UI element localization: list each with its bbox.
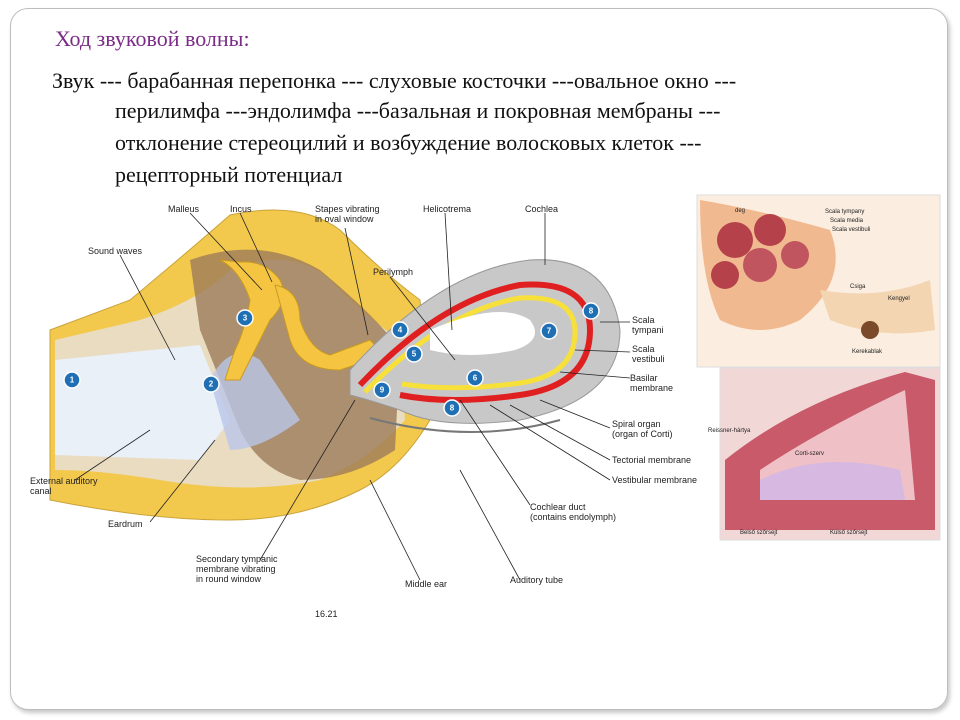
inset-label: Belső szőrsejt xyxy=(740,530,778,536)
inset-label: Külső szőrsejt xyxy=(830,530,868,536)
step-number: 9 xyxy=(380,386,385,395)
inset-label: Scala vestibuli xyxy=(832,227,870,233)
step-marker: 9 xyxy=(373,381,391,399)
step-number: 2 xyxy=(209,380,214,389)
inset-bottom: Reissner-hártya Corti-szerv Belső szőrse… xyxy=(708,367,941,541)
step-number: 8 xyxy=(589,307,594,316)
step-marker: 8 xyxy=(443,399,461,417)
step-circle xyxy=(466,369,484,387)
label: Stapes vibrating in oval window xyxy=(315,204,380,224)
step-number: 3 xyxy=(243,314,248,323)
slide-frame xyxy=(10,8,948,710)
label: Tectorial membrane xyxy=(612,455,691,465)
step-number: 5 xyxy=(412,350,417,359)
step-marker: 6 xyxy=(466,369,484,387)
label: Sound waves xyxy=(88,246,143,256)
inset-top: deg Scala tympany Scala media Scala vest… xyxy=(696,194,941,368)
label: Cochlea xyxy=(525,204,558,214)
label: Vestibular membrane xyxy=(612,475,697,485)
label: Auditory tube xyxy=(510,575,563,585)
label: Cochlear duct (contains endolymph) xyxy=(530,502,616,522)
inset-label: Kengyel xyxy=(888,296,910,302)
step-number: 4 xyxy=(398,326,403,335)
label: Spiral organ (organ of Corti) xyxy=(612,419,673,439)
step-number: 6 xyxy=(473,374,478,383)
step-circle xyxy=(405,345,423,363)
label: Helicotrema xyxy=(423,204,471,214)
label: Eardrum xyxy=(108,519,143,529)
inset-label: Csiga xyxy=(850,284,866,290)
step-marker: 7 xyxy=(540,322,558,340)
ear-art xyxy=(49,209,621,521)
step-marker: 1 xyxy=(63,371,81,389)
step-marker: 8 xyxy=(582,302,600,320)
step-marker: 3 xyxy=(236,309,254,327)
step-circle xyxy=(391,321,409,339)
label: Secondary tympanic membrane vibrating in r… xyxy=(196,554,278,584)
label: Basilar membrane xyxy=(630,373,673,393)
label: Scala tympani xyxy=(632,315,664,335)
leader-lines xyxy=(74,212,631,581)
step-number: 7 xyxy=(547,327,552,336)
step-number: 1 xyxy=(70,376,75,385)
step-markers: 1 2 3 4 5 6 7 8 9 8 xyxy=(63,302,600,417)
inset-label: Reissner-hártya xyxy=(708,428,751,434)
label: Scala vestibuli xyxy=(632,344,665,364)
inset-label: deg xyxy=(735,208,745,214)
label: Incus xyxy=(230,204,252,214)
figure-number: 16.21 xyxy=(315,609,338,619)
label: Perilymph xyxy=(373,267,413,277)
inset-label: Kerekablak xyxy=(852,349,883,355)
step-marker: 2 xyxy=(202,375,220,393)
label: Malleus xyxy=(168,204,200,214)
step-circle xyxy=(202,375,220,393)
body-line: Звук --- барабанная перепонка --- слухов… xyxy=(52,68,737,93)
step-number: 8 xyxy=(450,404,455,413)
label: External auditory canal xyxy=(30,476,98,496)
inset-label: Scala tympany xyxy=(825,209,864,215)
slide-title: Ход звуковой волны: xyxy=(55,26,250,51)
step-circle xyxy=(582,302,600,320)
step-marker: 5 xyxy=(405,345,423,363)
body-line: перилимфа ---эндолимфа ---базальная и по… xyxy=(115,98,721,123)
inset-label: Corti-szerv xyxy=(795,451,824,457)
step-circle xyxy=(236,309,254,327)
step-circle xyxy=(443,399,461,417)
body-line: рецепторный потенциал xyxy=(115,162,343,187)
step-circle xyxy=(373,381,391,399)
inset-label: Scala media xyxy=(830,218,864,224)
label: Middle ear xyxy=(405,579,447,589)
step-circle xyxy=(540,322,558,340)
step-marker: 4 xyxy=(391,321,409,339)
step-circle xyxy=(63,371,81,389)
body-line: отклонение стереоцилий и возбуждение вол… xyxy=(115,130,702,155)
